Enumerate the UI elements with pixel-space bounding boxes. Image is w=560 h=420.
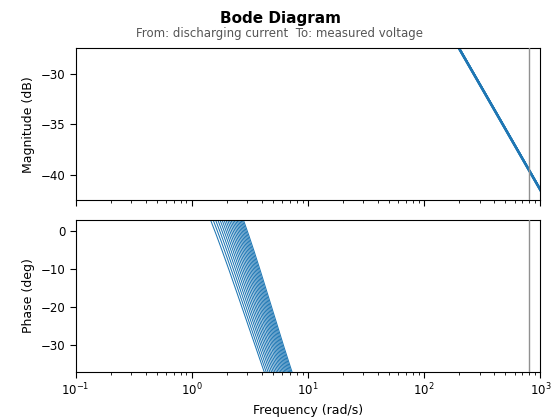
Text: Bode Diagram: Bode Diagram [220,10,340,26]
Y-axis label: Phase (deg): Phase (deg) [22,258,35,333]
Y-axis label: Magnitude (dB): Magnitude (dB) [22,76,35,173]
Text: From: discharging current  To: measured voltage: From: discharging current To: measured v… [137,27,423,40]
X-axis label: Frequency (rad/s): Frequency (rad/s) [253,404,363,417]
